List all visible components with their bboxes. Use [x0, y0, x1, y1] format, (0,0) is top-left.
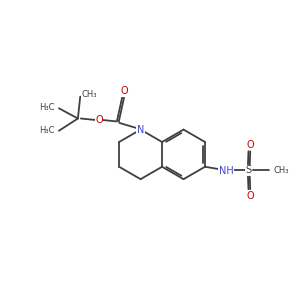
- Text: N: N: [137, 124, 144, 135]
- Text: NH: NH: [219, 166, 233, 176]
- Text: O: O: [246, 140, 254, 150]
- Text: S: S: [246, 165, 252, 175]
- Text: O: O: [95, 115, 103, 125]
- Text: H₃C: H₃C: [40, 103, 55, 112]
- Text: O: O: [246, 190, 254, 201]
- Text: H₃C: H₃C: [40, 126, 55, 135]
- Text: O: O: [121, 86, 128, 96]
- Text: CH₃: CH₃: [274, 166, 289, 175]
- Text: CH₃: CH₃: [81, 90, 97, 99]
